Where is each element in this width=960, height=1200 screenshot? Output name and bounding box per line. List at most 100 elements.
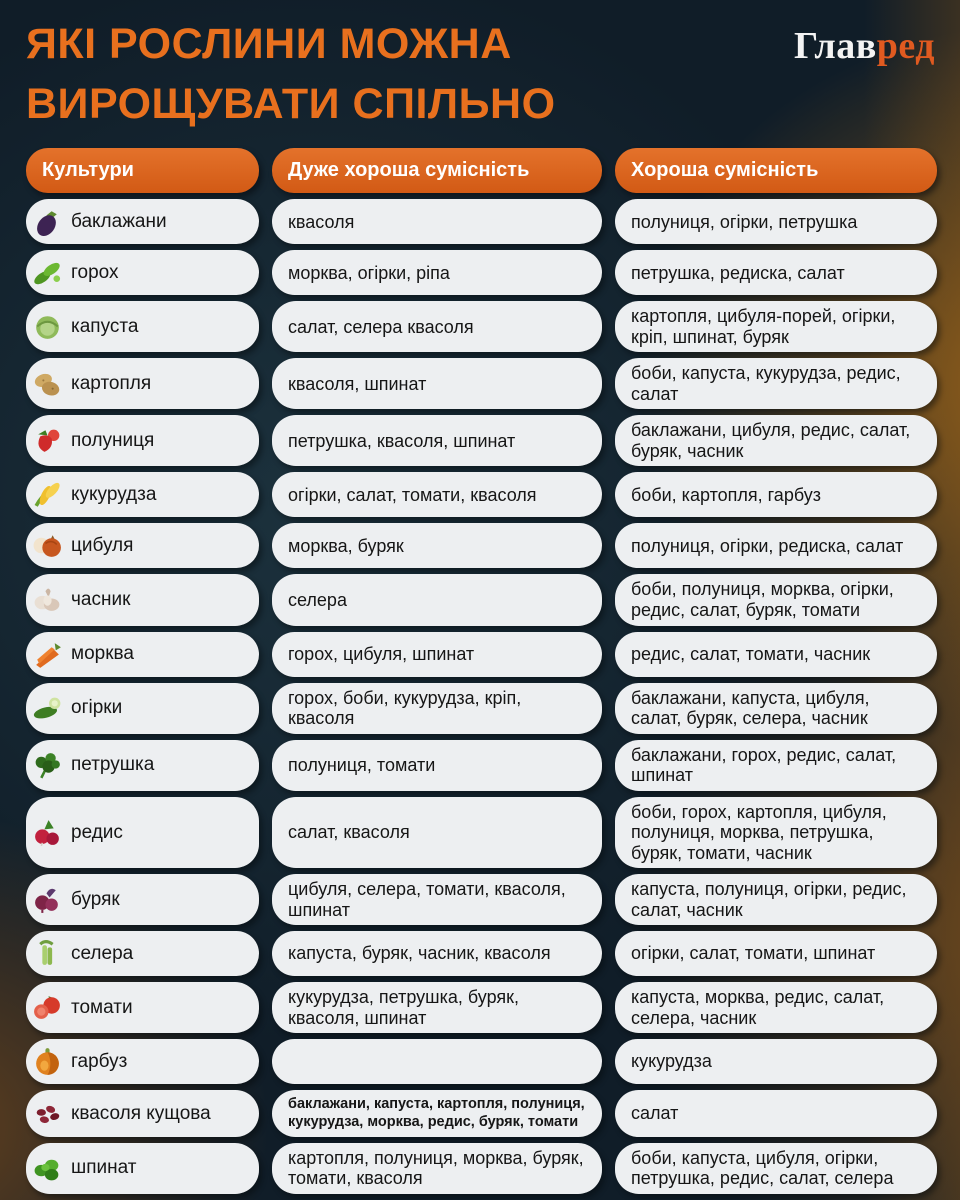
spinach-icon xyxy=(31,1152,64,1185)
table-row: кукурудза огірки, салат, томати, квасоля… xyxy=(26,472,937,518)
table-row: гарбуз кукурудза xyxy=(26,1039,937,1085)
crop-name: квасоля кущова xyxy=(71,1102,211,1124)
table-row: полуниця петрушка, квасоля, шпинат бакла… xyxy=(26,415,937,467)
table-row: часник селера боби, полуниця, морква, ог… xyxy=(26,574,937,626)
crop-cell: квасоля кущова xyxy=(26,1090,259,1137)
good-cell: картопля, цибуля-порей, огірки, кріп, шп… xyxy=(615,301,937,353)
very-good-cell: квасоля, шпинат xyxy=(272,358,602,410)
very-good-cell: селера xyxy=(272,574,602,626)
very-good-cell: горох, боби, кукурудза, кріп, квасоля xyxy=(272,682,602,734)
title-line-2: ВИРОЩУВАТИ СПІЛЬНО xyxy=(26,80,556,129)
onion-icon xyxy=(31,529,64,562)
table-row: горох морква, огірки, ріпа петрушка, ред… xyxy=(26,250,937,296)
good-cell: капуста, полуниця, огірки, редис, салат,… xyxy=(615,874,937,926)
very-good-cell: баклажани, капуста, картопля, полуниця, … xyxy=(272,1090,602,1137)
good-cell: полуниця, огірки, петрушка xyxy=(615,199,937,245)
very-good-cell: горох, цибуля, шпинат xyxy=(272,631,602,677)
table-row: селера капуста, буряк, часник, квасоля о… xyxy=(26,931,937,977)
glavred-logo: Главред xyxy=(794,24,935,68)
good-cell: баклажани, капуста, цибуля, салат, буряк… xyxy=(615,682,937,734)
very-good-cell: салат, селера квасоля xyxy=(272,301,602,353)
crop-cell: полуниця xyxy=(26,415,259,467)
good-cell: капуста, морква, редис, салат, селера, ч… xyxy=(615,982,937,1034)
good-cell: огірки, салат, томати, шпинат xyxy=(615,931,937,977)
crop-name: шпинат xyxy=(71,1157,137,1179)
very-good-cell: морква, огірки, ріпа xyxy=(272,250,602,296)
crop-name: картопля xyxy=(71,373,152,395)
garlic-icon xyxy=(31,583,64,616)
table-row: капуста салат, селера квасоля картопля, … xyxy=(26,301,937,353)
table-row: цибуля морква, буряк полуниця, огірки, р… xyxy=(26,523,937,569)
eggplant-icon xyxy=(31,205,64,238)
good-cell: баклажани, горох, редис, салат, шпинат xyxy=(615,739,937,791)
corn-icon xyxy=(31,478,64,511)
very-good-cell: полуниця, томати xyxy=(272,739,602,791)
good-cell: полуниця, огірки, редиска, салат xyxy=(615,523,937,569)
cucumber-icon xyxy=(31,692,64,725)
very-good-cell: огірки, салат, томати, квасоля xyxy=(272,472,602,518)
table-row: томати кукурудза, петрушка, буряк, квасо… xyxy=(26,982,937,1034)
crop-cell: морква xyxy=(26,631,259,677)
column-header-good: Хороша сумісність xyxy=(615,148,937,194)
beet-icon xyxy=(31,883,64,916)
good-cell: боби, полуниця, морква, огірки, редис, с… xyxy=(615,574,937,626)
very-good-cell: морква, буряк xyxy=(272,523,602,569)
table-row: картопля квасоля, шпинат боби, капуста, … xyxy=(26,358,937,410)
logo-part-orange: ред xyxy=(876,25,935,67)
crop-name: цибуля xyxy=(71,535,134,557)
crop-cell: баклажани xyxy=(26,199,259,245)
table-row: морква горох, цибуля, шпинат редис, сала… xyxy=(26,631,937,677)
good-cell: боби, горох, картопля, цибуля, полуниця,… xyxy=(615,796,937,869)
beans-icon xyxy=(31,1097,64,1130)
crop-cell: огірки xyxy=(26,682,259,734)
crop-name: редис xyxy=(71,821,123,843)
table-row: огірки горох, боби, кукурудза, кріп, ква… xyxy=(26,682,937,734)
table-row: шпинат картопля, полуниця, морква, буряк… xyxy=(26,1142,937,1194)
good-cell: боби, капуста, кукурудза, редис, салат xyxy=(615,358,937,410)
potato-icon xyxy=(31,367,64,400)
crop-cell: шпинат xyxy=(26,1142,259,1194)
table-row: петрушка полуниця, томати баклажани, гор… xyxy=(26,739,937,791)
very-good-cell: петрушка, квасоля, шпинат xyxy=(272,415,602,467)
crop-name: огірки xyxy=(71,697,123,719)
good-cell: боби, картопля, гарбуз xyxy=(615,472,937,518)
good-cell: боби, капуста, цибуля, огірки, петрушка,… xyxy=(615,1142,937,1194)
crop-name: селера xyxy=(71,942,134,964)
table-row: квасоля кущова баклажани, капуста, карто… xyxy=(26,1090,937,1137)
crop-name: кукурудза xyxy=(71,484,157,506)
crop-name: томати xyxy=(71,996,133,1018)
crop-name: морква xyxy=(71,643,134,665)
column-header-row: Культури Дуже хороша сумісність Хороша с… xyxy=(26,148,937,194)
crop-name: буряк xyxy=(71,888,120,910)
crop-cell: буряк xyxy=(26,874,259,926)
compatibility-table: Культури Дуже хороша сумісність Хороша с… xyxy=(26,148,937,1194)
crop-cell: горох xyxy=(26,250,259,296)
crop-name: часник xyxy=(71,589,131,611)
radish-icon xyxy=(31,816,64,849)
column-header-crops: Культури xyxy=(26,148,259,194)
crop-name: полуниця xyxy=(71,430,155,452)
table-row: буряк цибуля, селера, томати, квасоля, ш… xyxy=(26,874,937,926)
crop-cell: селера xyxy=(26,931,259,977)
good-cell: петрушка, редиска, салат xyxy=(615,250,937,296)
crop-name: капуста xyxy=(71,316,139,338)
good-cell: редис, салат, томати, часник xyxy=(615,631,937,677)
carrot-icon xyxy=(31,638,64,671)
crop-cell: редис xyxy=(26,796,259,869)
parsley-icon xyxy=(31,749,64,782)
very-good-cell xyxy=(272,1039,602,1085)
table-row: баклажани квасоля полуниця, огірки, петр… xyxy=(26,199,937,245)
crop-cell: картопля xyxy=(26,358,259,410)
page-title: ЯКІ РОСЛИНИ МОЖНА ВИРОЩУВАТИ СПІЛЬНО xyxy=(26,14,935,134)
pumpkin-icon xyxy=(31,1045,64,1078)
good-cell: салат xyxy=(615,1090,937,1137)
title-line-1: ЯКІ РОСЛИНИ МОЖНА xyxy=(26,20,512,68)
crop-cell: часник xyxy=(26,574,259,626)
very-good-cell: салат, квасоля xyxy=(272,796,602,869)
crop-name: гарбуз xyxy=(71,1050,128,1072)
good-cell: кукурудза xyxy=(615,1039,937,1085)
crop-name: горох xyxy=(71,262,119,284)
very-good-cell: капуста, буряк, часник, квасоля xyxy=(272,931,602,977)
good-cell: баклажани, цибуля, редис, салат, буряк, … xyxy=(615,415,937,467)
table-row: редис салат, квасоля боби, горох, картоп… xyxy=(26,796,937,869)
